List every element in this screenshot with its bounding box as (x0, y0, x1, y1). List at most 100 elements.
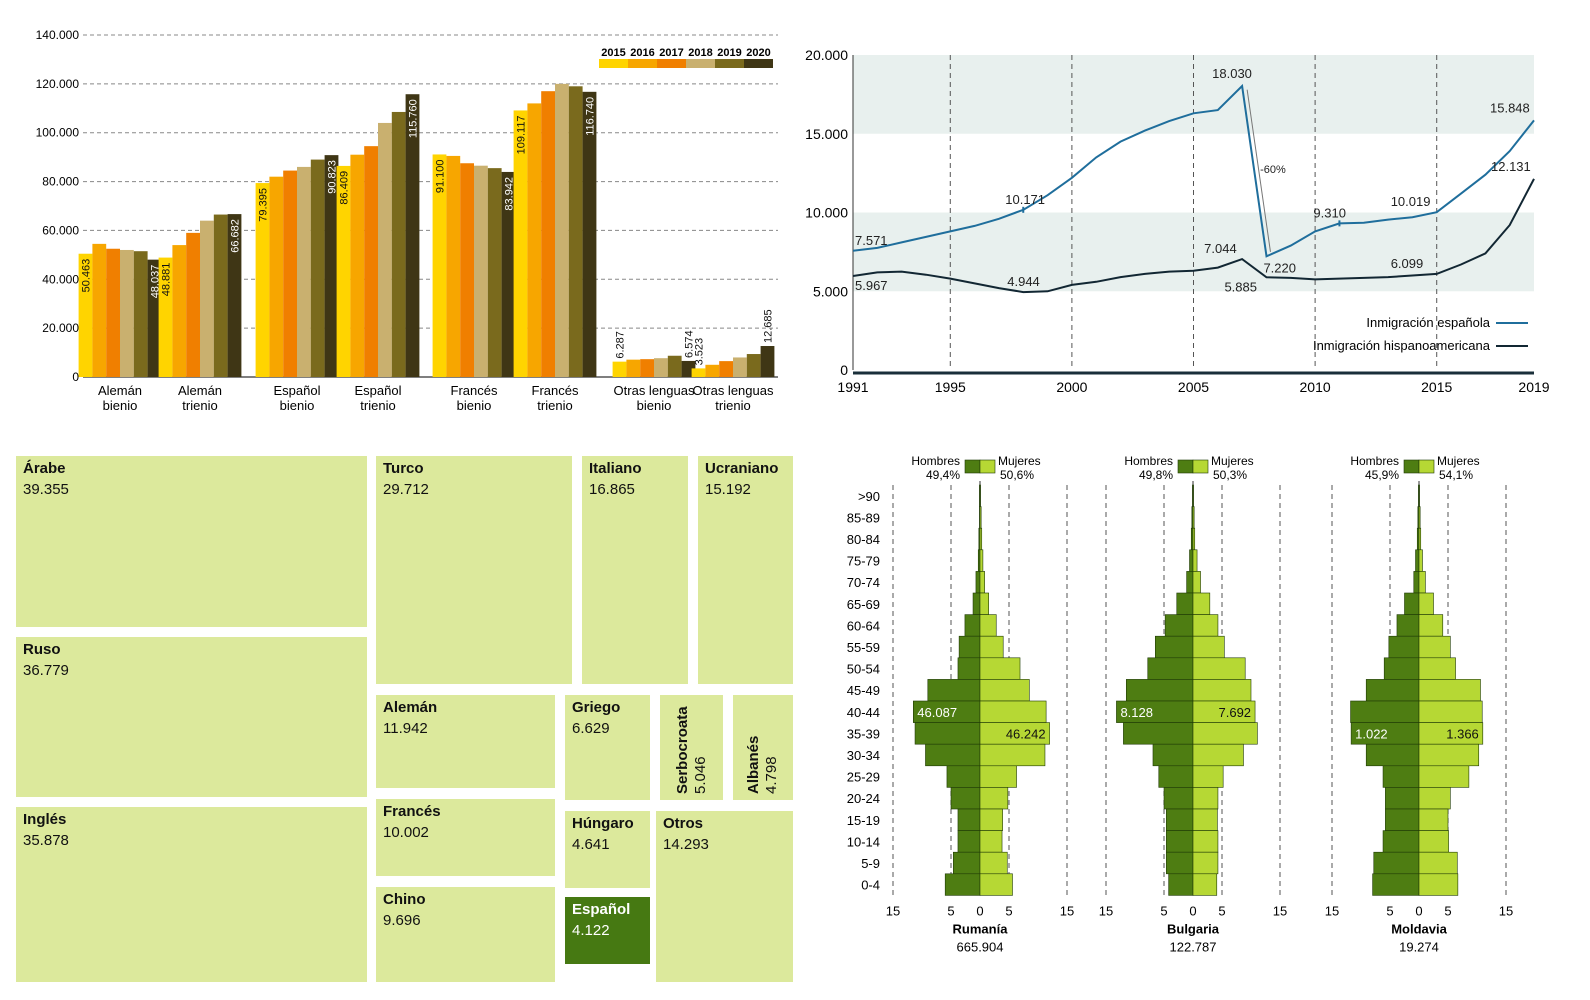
x-tick-label: 0 (976, 903, 983, 918)
bar (432, 154, 447, 377)
x-tick-label: 2015 (1421, 379, 1452, 395)
treemap-label: Griego (572, 699, 621, 716)
treemap-label: Árabe (23, 460, 66, 477)
pyramid-bar-women (1192, 808, 1218, 831)
data-label: 66.682 (230, 219, 242, 253)
treemap-cell: Inglés 35.878 (16, 807, 367, 982)
legend-swatch (628, 59, 657, 68)
pyramid-bar-women (1192, 549, 1198, 572)
bar (364, 146, 378, 377)
bar (133, 251, 148, 377)
legend-swatch-men (1403, 459, 1420, 474)
pyramid-bar-men (1385, 808, 1420, 831)
y-tick-label: 20.000 (805, 47, 848, 63)
data-label: 90.823 (327, 160, 339, 194)
pyramid-bar-women (979, 851, 1008, 875)
category-label: Francés (451, 383, 498, 398)
legend-label-men: Hombres (1350, 454, 1399, 468)
pyramid-bar-women (1418, 571, 1426, 594)
category-label: Otras lenguas (693, 383, 774, 398)
legend-swatch-men (1177, 459, 1194, 474)
legend-swatch (657, 59, 686, 68)
legend-swatch (599, 59, 628, 68)
legend-swatch-men (964, 459, 981, 474)
bar (92, 243, 107, 377)
pyramid-bar-women (1192, 635, 1225, 659)
pyramid-bar-men (950, 787, 981, 810)
category-label: bienio (280, 398, 315, 413)
legend-label-men: Hombres (1124, 454, 1173, 468)
y-tick-label: 20.000 (42, 321, 79, 335)
treemap-value: 4.798 (763, 756, 780, 794)
pyramid-bar-men (972, 592, 981, 615)
treemap-cell: Chino 9.696 (376, 887, 555, 982)
category-label: Alemán (98, 383, 142, 398)
bar (746, 354, 761, 377)
pyramid-bar-women (1192, 787, 1219, 810)
y-tick-label: 5.000 (813, 283, 848, 299)
pyramid-bar-women (979, 571, 985, 594)
treemap-value: 35.878 (23, 832, 69, 849)
category-label: trienio (182, 398, 217, 413)
pyramid-bar-men (1168, 873, 1194, 896)
pyramid-bar-women (979, 808, 1003, 831)
bar (654, 358, 668, 377)
bar (487, 168, 502, 377)
x-tick-label: 5 (1444, 903, 1451, 918)
category-label: Otras lenguas (614, 383, 695, 398)
country-total: 19.274 (1399, 939, 1439, 954)
pyramid-bar-women (1192, 657, 1246, 680)
pyramid-value-label: 1.022 (1355, 726, 1388, 741)
treemap-value: 39.355 (23, 481, 69, 498)
pyramid-bar-men (1365, 679, 1420, 702)
data-label: 4.944 (1007, 274, 1040, 289)
pyramid-bar-men (1396, 614, 1420, 637)
age-group-label: 20-24 (847, 791, 880, 806)
pyramid-bar-women (979, 657, 1021, 680)
data-label: 5.967 (855, 278, 888, 293)
pyramid-bar-women (1418, 700, 1483, 723)
treemap-label: Chino (383, 891, 426, 908)
x-tick-label: 5 (1005, 903, 1012, 918)
treemap-value: 5.046 (691, 756, 709, 794)
country-name: Bulgaria (1167, 921, 1220, 936)
legend-label: 2017 (659, 47, 683, 59)
pyramid-value-label: 8.128 (1120, 705, 1153, 720)
pyramid-bar-men (957, 830, 981, 853)
data-label: 6.287 (615, 331, 627, 359)
bar (582, 91, 597, 377)
data-label: 12.131 (1491, 159, 1531, 174)
country-name: Rumanía (953, 921, 1009, 936)
pyramid-bar-men (1166, 851, 1194, 875)
legend-label: 2020 (746, 47, 770, 59)
pyramid-bar-women (1192, 679, 1252, 702)
x-tick-label: 5 (1218, 903, 1225, 918)
pyramid-bar-women (1418, 635, 1451, 659)
bar (255, 183, 270, 377)
data-label: 10.171 (1005, 192, 1045, 207)
treemap-value: 36.779 (23, 662, 69, 679)
pyramid-bar-men (1123, 722, 1194, 745)
bar (760, 346, 775, 377)
population-pyramids: >9085-8980-8475-7970-7465-6960-6455-5950… (847, 454, 1513, 954)
treemap-value: 14.293 (663, 836, 709, 853)
legend-label-women: Mujeres (1437, 454, 1480, 468)
pyramid-bar-women (1418, 592, 1434, 615)
treemap-value: 4.641 (572, 836, 610, 853)
pyramid-bar-women (1192, 765, 1224, 788)
pyramid-bar-women (1418, 657, 1456, 680)
bar (227, 214, 242, 377)
x-tick-label: 5 (947, 903, 954, 918)
treemap-label: Ucraniano (705, 460, 779, 477)
data-label: 109.117 (516, 115, 528, 154)
legend-label-women: Mujeres (998, 454, 1041, 468)
category-label: trienio (537, 398, 572, 413)
bar (446, 155, 461, 377)
pyramid-bar-men (964, 614, 981, 637)
treemap-label: Italiano (589, 460, 642, 477)
pyramid-bar-women (979, 484, 981, 507)
pyramid-bar-women (979, 873, 1013, 896)
y-tick-label: 15.000 (805, 126, 848, 142)
bar (541, 91, 555, 377)
x-tick-label: 0 (1189, 903, 1196, 918)
